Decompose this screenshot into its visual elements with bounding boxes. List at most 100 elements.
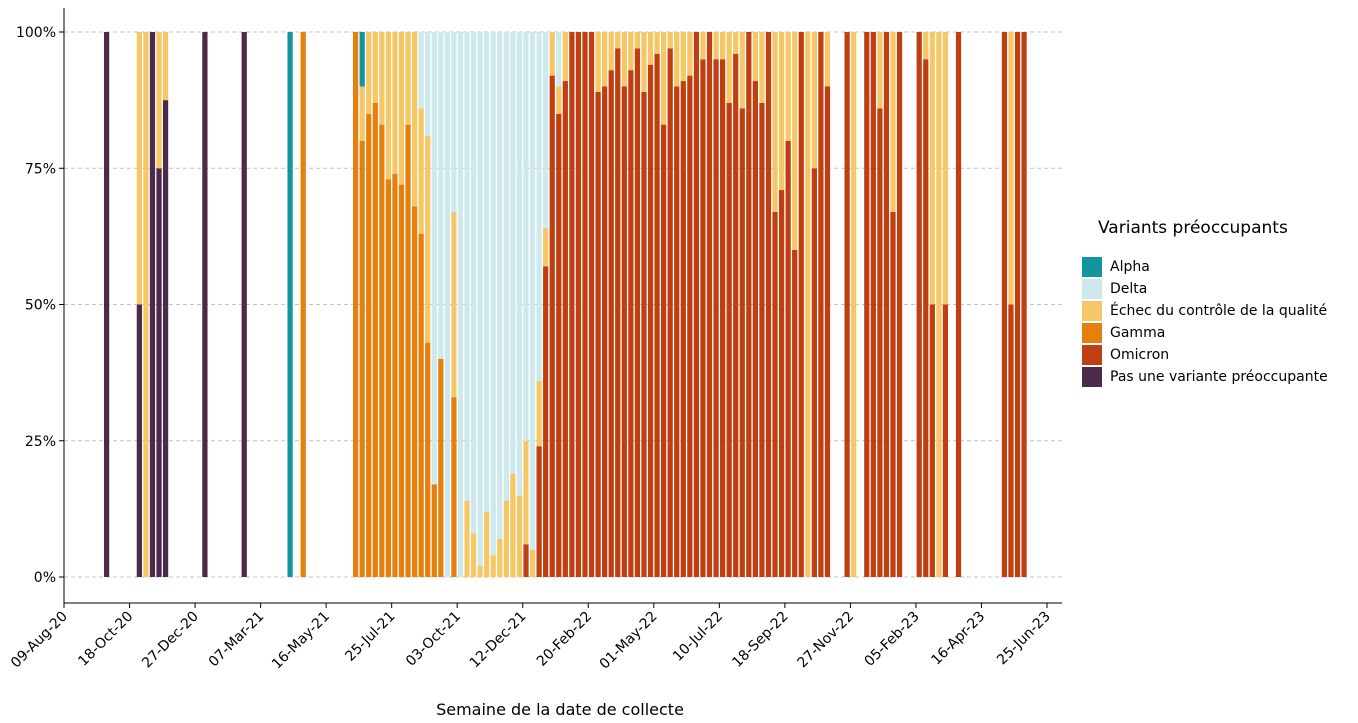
bar-segment xyxy=(647,32,654,65)
bar-segment xyxy=(667,48,673,578)
bar-segment xyxy=(588,32,595,577)
bar-segment xyxy=(726,102,732,577)
x-tick-label: 16-Apr-23 xyxy=(928,609,988,669)
bar-segment xyxy=(654,32,660,54)
bar-segment xyxy=(661,32,667,125)
legend-label: Pas une variante préoccupante xyxy=(1110,369,1328,385)
x-tick-label: 20-Feb-22 xyxy=(534,609,595,670)
bar-segment xyxy=(477,566,483,577)
bar-segment xyxy=(451,211,457,398)
bar-segment xyxy=(549,75,555,577)
legend-item: Delta xyxy=(1082,278,1352,300)
bar-segment xyxy=(418,233,424,577)
bar-segment xyxy=(752,81,758,578)
bar-segment xyxy=(654,53,660,578)
bar-segment xyxy=(379,124,385,578)
bar-segment xyxy=(484,511,490,577)
x-tick-label: 05-Feb-23 xyxy=(862,609,923,670)
bar-segment xyxy=(615,48,621,578)
bar-segment xyxy=(700,59,706,577)
bar-segment xyxy=(516,495,523,577)
bar-segment xyxy=(431,484,437,577)
x-tick-label: 01-May-22 xyxy=(597,609,661,673)
bar-segment xyxy=(549,32,555,76)
bar-segment xyxy=(425,342,431,577)
bar-segment xyxy=(418,32,424,109)
bar-segment xyxy=(785,32,791,141)
bar-segment xyxy=(503,32,509,501)
bar-segment xyxy=(497,32,503,539)
bar-segment xyxy=(464,500,470,577)
legend-item: Omicron xyxy=(1082,344,1352,366)
x-axis-ticks: 09-Aug-20 18-Oct-20 27-Dec-20 07-Mar-21 16-M… xyxy=(8,603,1054,672)
legend-label: Gamma xyxy=(1110,325,1166,341)
bar-segment xyxy=(700,32,706,60)
bar-segment xyxy=(923,59,929,577)
bar-segment xyxy=(241,32,247,577)
bar-segment xyxy=(674,32,680,87)
bar-segment xyxy=(844,32,850,577)
legend-swatch xyxy=(1082,279,1102,299)
bar-segment xyxy=(785,141,791,577)
y-tick-label: 50% xyxy=(25,298,56,314)
bar-segment xyxy=(687,75,693,577)
bar-segment xyxy=(942,32,949,305)
bar-segment xyxy=(615,32,621,49)
bar-segment xyxy=(136,32,142,305)
bar-segment xyxy=(366,113,372,577)
bar-segment xyxy=(1014,32,1021,577)
bar-segment xyxy=(680,81,686,578)
legend-item: Gamma xyxy=(1082,322,1352,344)
bar-segment xyxy=(523,544,529,577)
bar-segment xyxy=(739,108,745,578)
bar-segment xyxy=(372,32,378,103)
bar-segment xyxy=(379,32,385,125)
bar-segment xyxy=(503,500,509,577)
bar-segment xyxy=(719,59,726,577)
bar-segment xyxy=(621,86,627,577)
bar-segment xyxy=(392,173,398,577)
bar-segment xyxy=(418,108,424,234)
bar-segment xyxy=(516,32,523,496)
bar-segment xyxy=(543,228,549,267)
bar-segment xyxy=(490,32,496,556)
bar-segment xyxy=(385,32,392,180)
bar-segment xyxy=(778,32,785,191)
bar-segment xyxy=(674,86,680,577)
bar-segment xyxy=(628,32,634,71)
bar-segment xyxy=(713,32,719,60)
bar-segment xyxy=(890,32,896,212)
bar-segment xyxy=(634,48,641,578)
bar-segment xyxy=(582,32,588,577)
bar-segment xyxy=(877,32,883,109)
bar-segment xyxy=(824,86,831,577)
bar-segment xyxy=(739,32,745,109)
bar-segment xyxy=(765,32,772,577)
legend-title: Variants préoccupants xyxy=(1098,218,1288,238)
bar-segment xyxy=(457,32,464,577)
x-tick-label: 27-Dec-20 xyxy=(139,609,202,672)
bar-segment xyxy=(929,32,935,305)
bar-segment xyxy=(470,533,477,577)
bar-segment xyxy=(923,32,929,60)
legend-label: Omicron xyxy=(1110,347,1170,363)
x-tick-label: 16-May-21 xyxy=(269,609,333,673)
bar-segment xyxy=(792,250,798,577)
bar-segment xyxy=(359,141,365,577)
x-tick-label: 25-Jun-23 xyxy=(994,609,1054,669)
legend-swatch xyxy=(1082,367,1102,387)
bar-segment xyxy=(595,32,601,92)
bar-segment xyxy=(477,32,483,567)
legend-label: Alpha xyxy=(1110,259,1150,275)
bar-segment xyxy=(628,70,634,578)
bar-segment xyxy=(451,397,457,577)
x-tick-label: 18-Oct-20 xyxy=(75,609,136,670)
bar-segment xyxy=(877,108,883,578)
bar-segment xyxy=(398,184,405,577)
bar-segment xyxy=(1001,32,1008,577)
bar-segment xyxy=(733,53,739,578)
bar-segment xyxy=(752,32,758,82)
x-tick-label: 18-Sep-22 xyxy=(729,609,791,671)
bar-segment xyxy=(556,86,562,114)
legend-label: Échec du contrôle de la qualité xyxy=(1110,303,1328,319)
